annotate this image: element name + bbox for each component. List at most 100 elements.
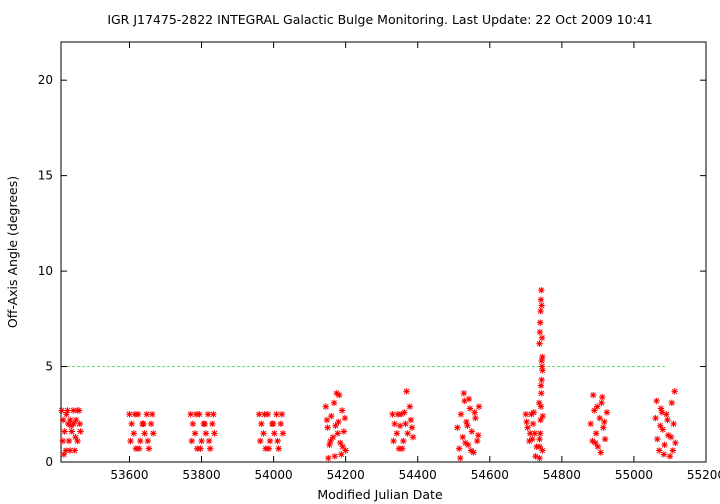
data-point bbox=[401, 409, 408, 416]
data-point bbox=[330, 399, 338, 407]
data-point bbox=[390, 437, 397, 445]
data-point bbox=[271, 430, 278, 437]
data-point bbox=[342, 447, 349, 454]
data-point bbox=[537, 416, 544, 424]
data-point bbox=[475, 432, 482, 439]
data-point bbox=[475, 403, 483, 410]
data-point bbox=[150, 430, 157, 437]
data-point bbox=[464, 422, 471, 429]
data-point bbox=[471, 409, 478, 416]
data-point bbox=[210, 411, 217, 418]
data-point bbox=[265, 445, 273, 452]
x-tick-label: 55200 bbox=[687, 468, 720, 482]
data-point bbox=[134, 411, 142, 418]
data-point bbox=[657, 405, 665, 412]
data-point bbox=[535, 399, 543, 407]
y-tick-label: 0 bbox=[45, 455, 53, 469]
data-point bbox=[274, 437, 281, 445]
x-tick-label: 53600 bbox=[110, 468, 148, 482]
data-point bbox=[130, 430, 137, 437]
y-axis-title: Off-Axis Angle (degrees) bbox=[5, 176, 20, 328]
data-point bbox=[192, 411, 200, 418]
data-point bbox=[59, 437, 67, 445]
data-point bbox=[653, 397, 660, 405]
data-point bbox=[529, 435, 536, 443]
data-point bbox=[598, 399, 605, 407]
data-point bbox=[189, 420, 197, 428]
data-point bbox=[131, 411, 139, 418]
data-point bbox=[58, 407, 65, 414]
y-tick-label: 15 bbox=[38, 169, 53, 183]
y-tick-label: 20 bbox=[38, 73, 53, 87]
data-point bbox=[187, 411, 194, 418]
x-tick-label: 54600 bbox=[471, 468, 509, 482]
data-point bbox=[537, 319, 544, 326]
data-point bbox=[403, 388, 410, 395]
x-tick-label: 54400 bbox=[399, 468, 437, 482]
data-point bbox=[537, 296, 545, 303]
data-point bbox=[328, 412, 335, 420]
data-point bbox=[655, 447, 663, 454]
data-point bbox=[264, 411, 272, 418]
data-point bbox=[334, 430, 341, 437]
data-point bbox=[538, 357, 545, 365]
data-point bbox=[457, 411, 465, 418]
data-point bbox=[664, 432, 672, 439]
data-point bbox=[338, 451, 345, 458]
data-point bbox=[325, 454, 332, 462]
data-point bbox=[465, 395, 473, 403]
x-tick-label: 54200 bbox=[327, 468, 365, 482]
data-point bbox=[67, 416, 74, 424]
data-point bbox=[670, 420, 677, 428]
data-point bbox=[140, 420, 147, 428]
data-point bbox=[324, 424, 331, 431]
data-point bbox=[67, 422, 75, 429]
data-point bbox=[341, 414, 349, 422]
data-point bbox=[273, 411, 280, 418]
data-point bbox=[400, 437, 407, 445]
data-point bbox=[147, 420, 155, 428]
data-point bbox=[72, 433, 79, 441]
data-point bbox=[654, 435, 661, 443]
plot-frame bbox=[60, 41, 707, 463]
data-point bbox=[141, 430, 148, 437]
data-point bbox=[467, 447, 475, 454]
data-point bbox=[531, 430, 539, 437]
y-tick-label: 10 bbox=[38, 264, 53, 278]
data-point bbox=[538, 363, 546, 370]
data-point bbox=[657, 422, 664, 429]
data-point bbox=[536, 340, 543, 347]
data-point bbox=[591, 407, 598, 414]
data-point bbox=[126, 411, 133, 418]
data-point bbox=[538, 376, 545, 384]
data-point bbox=[406, 403, 414, 410]
data-point bbox=[262, 445, 269, 452]
data-point bbox=[144, 437, 152, 445]
y-tick-label: 5 bbox=[45, 360, 53, 374]
data-point bbox=[128, 420, 135, 428]
data-point bbox=[194, 445, 201, 452]
data-point bbox=[402, 420, 409, 428]
data-point bbox=[332, 422, 339, 429]
data-point bbox=[337, 439, 344, 447]
data-point bbox=[661, 441, 668, 449]
data-point bbox=[396, 422, 404, 429]
data-point bbox=[539, 353, 546, 361]
data-point bbox=[399, 445, 406, 452]
data-point bbox=[536, 435, 543, 443]
data-point bbox=[539, 367, 546, 374]
data-point bbox=[663, 411, 670, 418]
data-point bbox=[594, 443, 602, 450]
data-point bbox=[459, 433, 466, 441]
data-point bbox=[463, 418, 470, 426]
data-point bbox=[524, 424, 531, 431]
data-point bbox=[537, 382, 545, 389]
data-point bbox=[473, 437, 481, 445]
data-point bbox=[277, 420, 285, 428]
data-point bbox=[275, 445, 282, 452]
data-point bbox=[600, 424, 607, 431]
data-point bbox=[460, 390, 468, 397]
data-point bbox=[464, 441, 472, 449]
data-point bbox=[533, 443, 540, 450]
data-point bbox=[397, 411, 405, 418]
